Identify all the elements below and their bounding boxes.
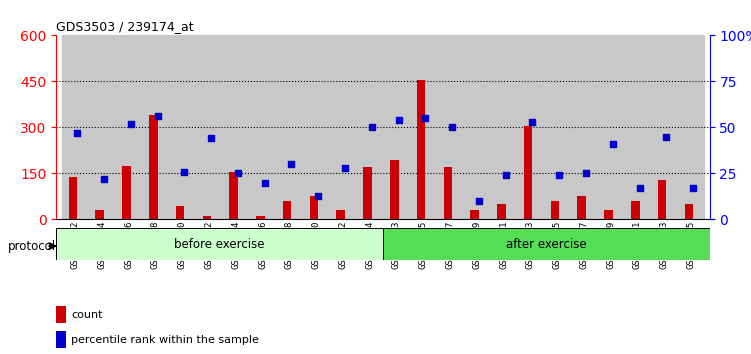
Bar: [256, 216, 264, 219]
Bar: [229, 172, 238, 219]
Point: [232, 171, 244, 176]
Point: [258, 180, 270, 185]
Bar: [631, 201, 640, 219]
Bar: [544, 35, 571, 219]
Point: [687, 185, 699, 191]
Text: percentile rank within the sample: percentile rank within the sample: [71, 335, 259, 344]
Bar: [605, 210, 613, 219]
Point: [446, 125, 458, 130]
Point: [553, 172, 566, 178]
Bar: [56, 228, 383, 260]
Bar: [169, 35, 195, 219]
Bar: [684, 204, 693, 219]
Bar: [203, 216, 211, 219]
Bar: [436, 35, 463, 219]
Bar: [497, 204, 505, 219]
Bar: [651, 35, 677, 219]
Bar: [356, 35, 383, 219]
Bar: [195, 35, 222, 219]
Bar: [89, 35, 115, 219]
Point: [125, 121, 137, 127]
Bar: [463, 35, 490, 219]
Point: [393, 117, 405, 123]
Text: GDS3503 / 239174_at: GDS3503 / 239174_at: [56, 20, 194, 33]
Bar: [309, 196, 318, 219]
Point: [205, 136, 217, 141]
Bar: [658, 179, 666, 219]
Bar: [283, 201, 291, 219]
Bar: [578, 196, 586, 219]
Bar: [276, 35, 303, 219]
Bar: [524, 126, 532, 219]
Bar: [336, 210, 345, 219]
Bar: [470, 210, 479, 219]
Point: [473, 198, 485, 204]
Point: [499, 172, 511, 178]
Point: [285, 161, 297, 167]
Point: [312, 193, 324, 198]
Point: [580, 171, 592, 176]
Bar: [149, 115, 158, 219]
Bar: [303, 35, 330, 219]
Bar: [115, 35, 142, 219]
Bar: [363, 167, 372, 219]
Point: [419, 115, 431, 121]
Bar: [95, 210, 104, 219]
Bar: [330, 35, 356, 219]
Bar: [490, 35, 517, 219]
Point: [607, 141, 619, 147]
Point: [660, 134, 672, 139]
Bar: [68, 177, 77, 219]
Text: count: count: [71, 310, 103, 320]
Bar: [249, 35, 276, 219]
Point: [71, 130, 83, 136]
Bar: [383, 228, 710, 260]
Bar: [550, 201, 559, 219]
Point: [339, 165, 351, 171]
Bar: [571, 35, 597, 219]
Point: [152, 114, 164, 119]
Bar: [417, 80, 425, 219]
Point: [366, 125, 378, 130]
Bar: [176, 206, 184, 219]
Text: after exercise: after exercise: [506, 238, 587, 251]
Text: protocol: protocol: [8, 240, 56, 252]
Point: [178, 169, 190, 175]
Bar: [517, 35, 544, 219]
Bar: [410, 35, 436, 219]
Bar: [142, 35, 169, 219]
Bar: [597, 35, 624, 219]
Bar: [444, 167, 452, 219]
Point: [526, 119, 538, 125]
Bar: [222, 35, 249, 219]
Bar: [383, 35, 410, 219]
Bar: [390, 160, 399, 219]
Point: [634, 185, 646, 191]
Text: before exercise: before exercise: [174, 238, 265, 251]
Bar: [56, 331, 66, 348]
Bar: [122, 166, 131, 219]
Bar: [677, 35, 704, 219]
Bar: [56, 306, 66, 323]
Bar: [62, 35, 89, 219]
Bar: [624, 35, 651, 219]
Point: [98, 176, 110, 182]
